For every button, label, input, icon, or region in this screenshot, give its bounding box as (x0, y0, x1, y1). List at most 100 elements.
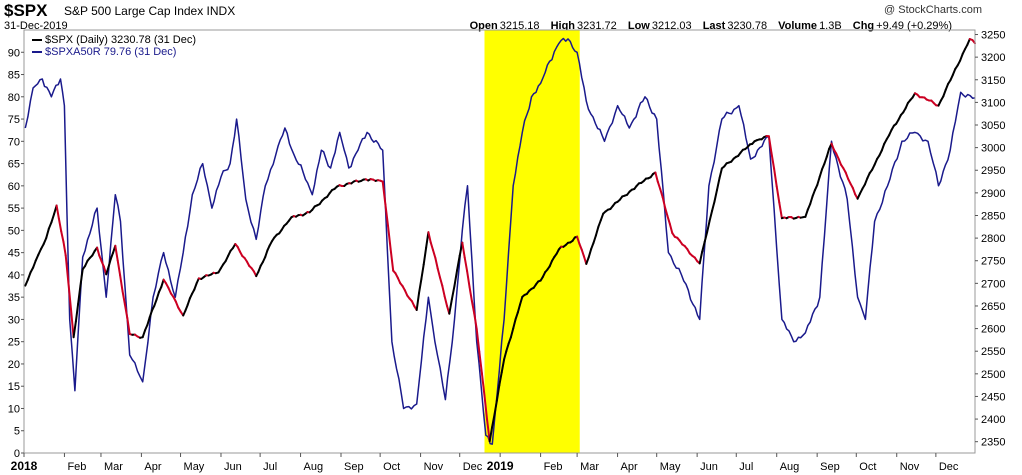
series-segment-spx (448, 298, 453, 315)
series-segment-spx (432, 249, 437, 260)
series-segment-spx (468, 285, 473, 303)
series-segment-spx (450, 284, 456, 301)
symbol-label: $SPX (4, 1, 48, 20)
month-label: Feb (544, 461, 563, 473)
series-segment-spx (585, 256, 590, 265)
series-segment-spx (664, 206, 669, 218)
series-segment-spx (505, 342, 510, 353)
last-label: Last (702, 20, 726, 32)
right-tick-label: 2650 (981, 301, 1005, 313)
right-tick-label: 2550 (981, 346, 1005, 358)
series-segment-spx (488, 426, 494, 443)
left-tick-label: 90 (8, 47, 20, 59)
left-tick-label: 0 (14, 448, 20, 460)
series-segment-spx (823, 155, 828, 165)
series-segment-spx (778, 201, 783, 220)
series-segment-spx (773, 167, 778, 188)
left-tick-label: 45 (8, 248, 20, 260)
year-label: 2018 (11, 459, 38, 473)
series-segment-spx (483, 394, 489, 421)
series-segment-spx (473, 312, 478, 330)
series-segment-spx (381, 180, 387, 206)
left-tick-label: 75 (8, 114, 20, 126)
series-segment-spx (126, 317, 131, 335)
low-value: 3212.03 (651, 20, 692, 32)
series-segment-spx (418, 277, 423, 295)
year-label: 2019 (487, 459, 514, 473)
series-segment-spx (713, 188, 718, 203)
series-segment-spx (439, 276, 444, 287)
series-segment-spx (770, 152, 776, 170)
series-segment-spx (264, 249, 269, 259)
series-segment-spx (767, 135, 773, 155)
series-segment-spx (47, 221, 53, 230)
series-segment-spx (498, 371, 503, 387)
series-segment-spx (507, 336, 512, 345)
legend-spx-label: $SPX (Daily) 3230.78 (31 Dec) (45, 34, 197, 46)
series-segment-spx (811, 189, 816, 198)
series-segment-spx (153, 298, 158, 307)
month-label: Apr (621, 461, 638, 473)
series-segment-spx (519, 295, 524, 306)
series-segment-spx (666, 215, 671, 226)
series-segment-spx (193, 282, 198, 291)
series-segment-spx (96, 246, 101, 257)
month-label: May (184, 461, 205, 473)
series-segment-spx (951, 67, 957, 76)
left-tick-label: 70 (8, 136, 20, 148)
series-segment-spx (144, 323, 149, 332)
series-segment-spx (590, 241, 595, 251)
series-segment-spx (434, 257, 439, 270)
right-tick-label: 2450 (981, 391, 1005, 403)
watermark: @ StockCharts.com (884, 4, 982, 16)
series-segment-spx (718, 167, 723, 180)
last-value: 3230.78 (727, 20, 768, 32)
series-segment-spx (37, 248, 42, 256)
series-segment-spx (60, 230, 65, 243)
series-segment-spx (668, 223, 674, 235)
series-segment-spx (114, 244, 119, 262)
series-segment-spx (463, 256, 469, 273)
series-segment-spx (32, 259, 37, 269)
series-segment-spx (427, 231, 432, 244)
left-tick-label: 80 (8, 92, 20, 104)
series-segment-spx (873, 158, 878, 166)
series-segment-spx (26, 271, 32, 281)
series-segment-spx (495, 384, 501, 402)
series-segment-spx (456, 254, 461, 272)
series-segment-spx (45, 227, 50, 240)
series-segment-spx (580, 248, 585, 258)
left-tick-label: 10 (8, 403, 20, 415)
series-segment-spx (942, 88, 947, 98)
series-segment-spx (470, 300, 476, 315)
series-segment-spx (453, 269, 459, 287)
plot-frame (23, 29, 976, 454)
series-segment-spx (420, 263, 425, 280)
legend-breadth-label: $SPXA50R 79.76 (31 Dec) (45, 46, 177, 58)
month-label: Jul (739, 461, 753, 473)
month-label: Oct (383, 461, 400, 473)
series-segment-spx (592, 234, 597, 244)
series-segment-spx (105, 266, 110, 276)
series-segment-spx (830, 142, 835, 151)
series-segment-spx (72, 320, 77, 339)
right-tick-label: 3100 (981, 97, 1005, 109)
series-segment-spx (389, 247, 395, 272)
series-segment-spx (461, 241, 466, 259)
series-segment-spx (821, 162, 826, 171)
series-segment-spx (62, 241, 67, 257)
series-segment-spx (24, 278, 29, 287)
left-tick-label: 65 (8, 159, 20, 171)
series-segment-spx (119, 274, 124, 292)
series-line-spxa50r (24, 37, 976, 445)
ohlc-readout: Open 3215.18 High 3231.72 Low 3212.03 Last 3… (470, 20, 960, 32)
series-segment-spx (863, 177, 869, 186)
series-segment-spx (503, 350, 508, 361)
right-tick-label: 2750 (981, 256, 1005, 268)
month-label: Dec (463, 461, 483, 473)
series-segment-spx (50, 213, 55, 224)
series-segment-spx (818, 168, 823, 179)
legend-spx-swatch (32, 39, 42, 42)
month-label: Nov (424, 461, 444, 473)
legend-breadth: $SPXA50R 79.76 (31 Dec) (32, 46, 176, 58)
